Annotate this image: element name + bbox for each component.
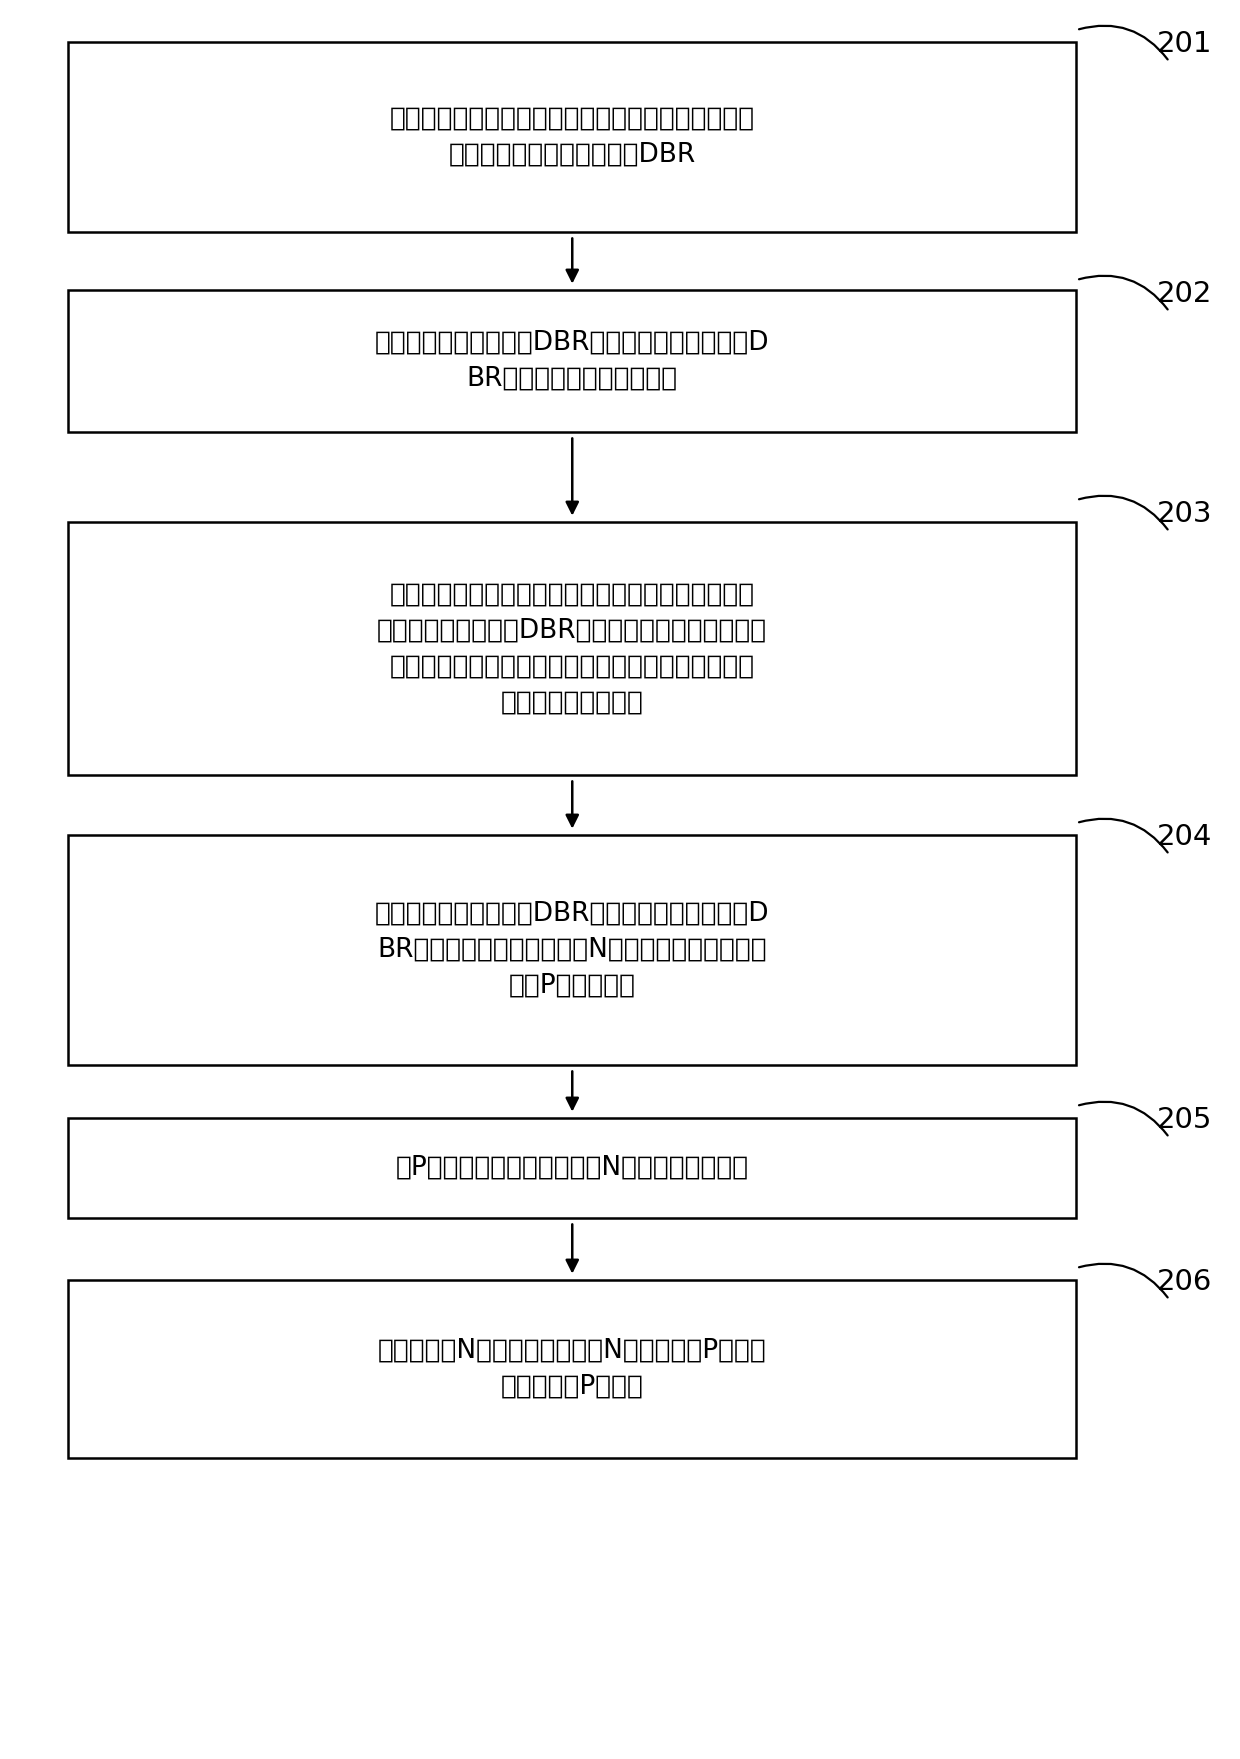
Bar [68, 42, 1076, 232]
Text: 在P型半导体层上开设延伸至N型半导体层的凹槽: 在P型半导体层上开设延伸至N型半导体层的凹槽 [396, 1156, 749, 1180]
Text: 在第二反射层中的多个DBR上和第二反射层的多个D
BR之间的缓冲层上依次形成N型半导体层、多量子阱
层、P型半导体层: 在第二反射层中的多个DBR上和第二反射层的多个D BR之间的缓冲层上依次形成N型… [374, 901, 770, 999]
Text: 在衬底的一个表面上形成第一反射层，第一反射层包
括间隔分布在衬底上的多个DBR: 在衬底的一个表面上形成第一反射层，第一反射层包 括间隔分布在衬底上的多个DBR [389, 106, 755, 169]
Text: 201: 201 [1157, 30, 1211, 58]
Text: 204: 204 [1157, 823, 1211, 851]
Bar [68, 1281, 1076, 1458]
Bar [68, 836, 1076, 1064]
Text: 在第一反射层中的多个DBR上和第一反射层的多个D
BR之间的衬底上形成缓冲层: 在第一反射层中的多个DBR上和第一反射层的多个D BR之间的衬底上形成缓冲层 [374, 331, 770, 392]
Text: 在凹槽内的N型半导体层上设置N型电极，在P型半导
体层上设置P型电极: 在凹槽内的N型半导体层上设置N型电极，在P型半导 体层上设置P型电极 [378, 1339, 766, 1400]
Text: 203: 203 [1157, 500, 1211, 528]
Bar [68, 522, 1076, 776]
Text: 202: 202 [1157, 280, 1211, 308]
Text: 在缓冲层上形成第二反射层，第二反射层包括间隔分
布在缓冲层上的多个DBR，第二反射层在衬底设置缓
冲层的表面上的投影与第一反射层在衬底设置缓冲层
的表面上的投影: 在缓冲层上形成第二反射层，第二反射层包括间隔分 布在缓冲层上的多个DBR，第二反… [377, 582, 768, 716]
Bar [68, 1119, 1076, 1217]
Text: 206: 206 [1157, 1268, 1211, 1296]
Text: 205: 205 [1157, 1106, 1211, 1135]
Bar [68, 290, 1076, 433]
